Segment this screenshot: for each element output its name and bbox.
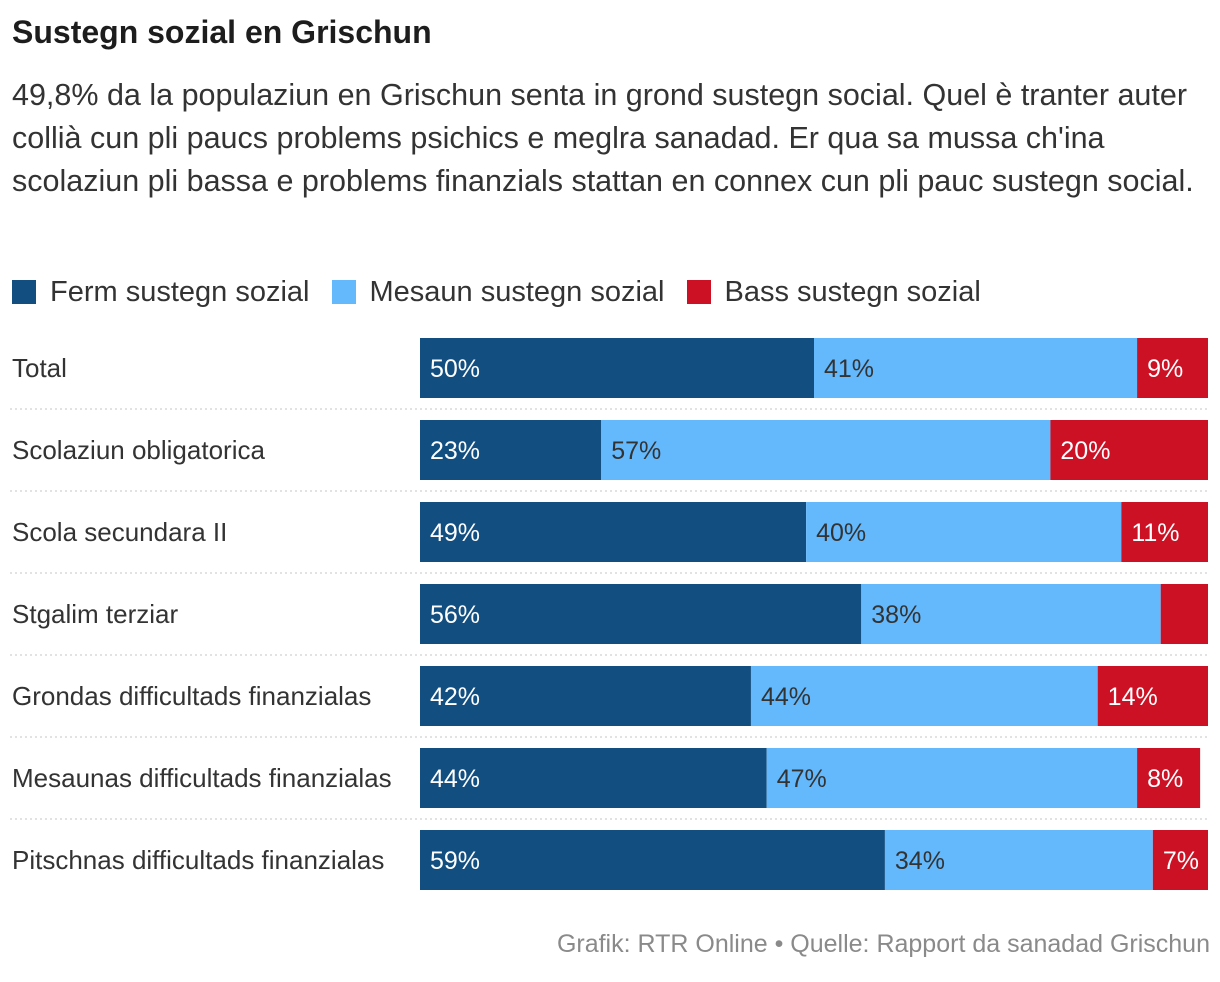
legend-item-ferm: Ferm sustegn sozial: [12, 276, 310, 309]
data-label: 7%: [1163, 847, 1199, 875]
data-label: 44%: [430, 765, 480, 793]
legend-label-mesaun: Mesaun sustegn sozial: [369, 275, 665, 308]
legend-swatch-mesaun: [331, 280, 356, 304]
data-label: 50%: [430, 355, 480, 383]
bar-segment: [420, 830, 885, 890]
data-label: 23%: [430, 437, 480, 465]
bar-segment: [750, 666, 1098, 726]
data-label: 20%: [1060, 437, 1110, 465]
category-label: Stgalim terziar: [12, 599, 178, 629]
legend-label-ferm: Ferm sustegn sozial: [50, 275, 310, 308]
legend-item-bass: Bass sustegn sozial: [686, 275, 981, 309]
data-label: 40%: [816, 519, 866, 547]
bar-segment: [1160, 584, 1208, 644]
data-label: 57%: [611, 437, 661, 465]
legend-item-mesaun: Mesaun sustegn sozial: [331, 275, 665, 309]
category-label: Grondas difficultads finanzialas: [12, 681, 371, 711]
data-label: 8%: [1147, 765, 1183, 793]
bar-segment: [420, 502, 807, 562]
bar-segment: [420, 420, 602, 480]
category-label: Pitschnas difficultads finanzialas: [12, 845, 384, 875]
data-label: 9%: [1147, 355, 1183, 383]
bar-segment: [766, 748, 1138, 808]
category-label: Mesaunas difficultads finanzialas: [12, 763, 392, 793]
stacked-bar-chart: Total 50% 41% 9% Scolaziun obligatorica 23% 57…: [10, 338, 1208, 890]
bar-segment: [420, 748, 767, 808]
chart-title: Sustegn sozial en Grischun: [12, 14, 432, 50]
source-credit: Grafik: RTR Online • Quelle: Rapport da …: [556, 930, 1210, 958]
category-label: Scolaziun obligatorica: [12, 435, 265, 465]
data-label: 11%: [1131, 519, 1179, 547]
bar-segment: [420, 584, 862, 644]
legend-swatch-bass: [686, 280, 711, 304]
legend-label-bass: Bass sustegn sozial: [724, 275, 981, 308]
bar-segment: [1097, 666, 1208, 726]
bar-segment: [1050, 420, 1208, 480]
bar-segment: [420, 666, 751, 726]
category-label: Scola secundara II: [12, 517, 227, 547]
bar-segment: [806, 502, 1122, 562]
bar-segment: [420, 338, 814, 398]
bar-segment: [884, 830, 1153, 890]
data-label: 56%: [430, 601, 480, 629]
data-label: 42%: [430, 683, 480, 711]
bar-segment: [1121, 502, 1208, 562]
legend-swatch-ferm: [12, 280, 36, 304]
data-label: 44%: [761, 683, 811, 711]
data-label: 47%: [777, 765, 827, 793]
data-label: 59%: [430, 847, 480, 875]
legend: Ferm sustegn sozial Mesaun sustegn sozia…: [12, 272, 1003, 312]
bar-segment: [861, 584, 1161, 644]
chart-subtitle: 49,8% da la populaziun en Grischun senta…: [12, 78, 1194, 198]
bar-segment: [1137, 748, 1201, 808]
bar-segment: [1137, 338, 1208, 398]
data-label: 34%: [895, 847, 945, 875]
bar-segment: [814, 338, 1138, 398]
category-label: Total: [12, 353, 67, 383]
data-label: 38%: [871, 601, 921, 629]
data-label: 14%: [1108, 683, 1158, 711]
bar-segment: [1152, 830, 1208, 890]
bar-segment: [601, 420, 1051, 480]
data-label: 49%: [430, 519, 480, 547]
data-label: 41%: [824, 355, 874, 383]
